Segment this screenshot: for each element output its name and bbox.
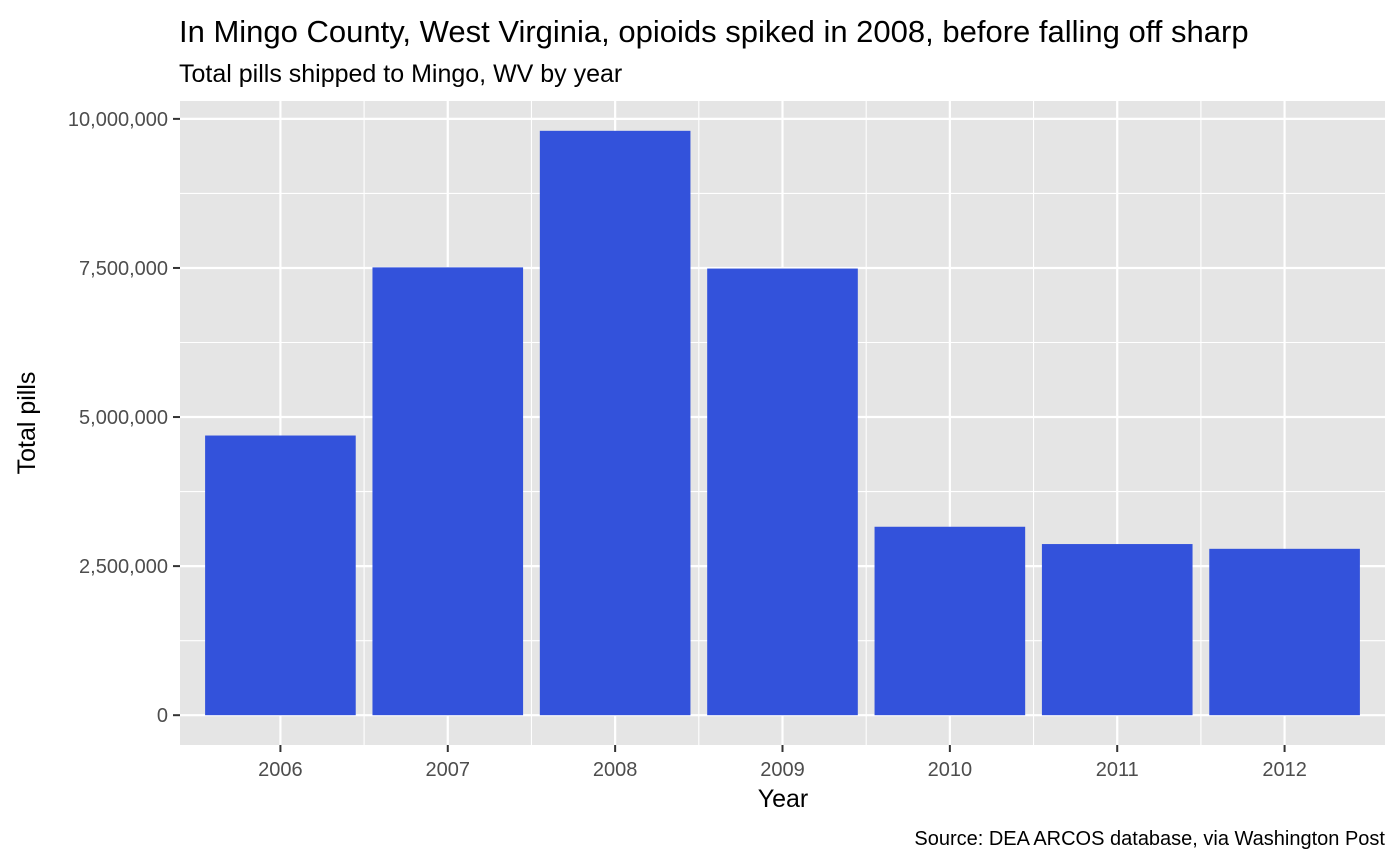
chart-subtitle: Total pills shipped to Mingo, WV by year [179, 60, 622, 88]
bar-2012 [1209, 548, 1360, 716]
bar-2008 [539, 130, 691, 716]
x-tick-label: 2012 [1262, 759, 1307, 781]
x-tick-label: 2006 [258, 759, 303, 781]
bar-2010 [874, 526, 1026, 716]
bar-2011 [1041, 544, 1193, 716]
y-axis: 0 2,500,000 5,000,000 7,500,000 10,000,000 [68, 109, 180, 727]
y-tick-label: 5,000,000 [79, 407, 168, 429]
x-tick-label: 2007 [426, 759, 471, 781]
y-axis-title: Total pills [13, 372, 41, 475]
x-tick-label: 2009 [760, 759, 805, 781]
y-tick-label: 10,000,000 [68, 109, 168, 131]
chart-caption: Source: DEA ARCOS database, via Washingt… [914, 828, 1385, 850]
x-axis: 2006 2007 2008 2009 2010 2011 2012 [258, 745, 1307, 781]
x-axis-title: Year [758, 785, 809, 813]
y-tick-label: 0 [157, 705, 168, 727]
x-tick-label: 2010 [928, 759, 973, 781]
y-tick-label: 7,500,000 [79, 258, 168, 280]
bars [205, 130, 1360, 716]
bar-2009 [707, 268, 858, 716]
x-tick-label: 2008 [593, 759, 638, 781]
chart-title: In Mingo County, West Virginia, opioids … [179, 14, 1249, 49]
bar-2007 [372, 267, 524, 716]
y-tick-label: 2,500,000 [79, 556, 168, 578]
bar-2006 [205, 435, 356, 716]
x-tick-label: 2011 [1096, 759, 1139, 781]
